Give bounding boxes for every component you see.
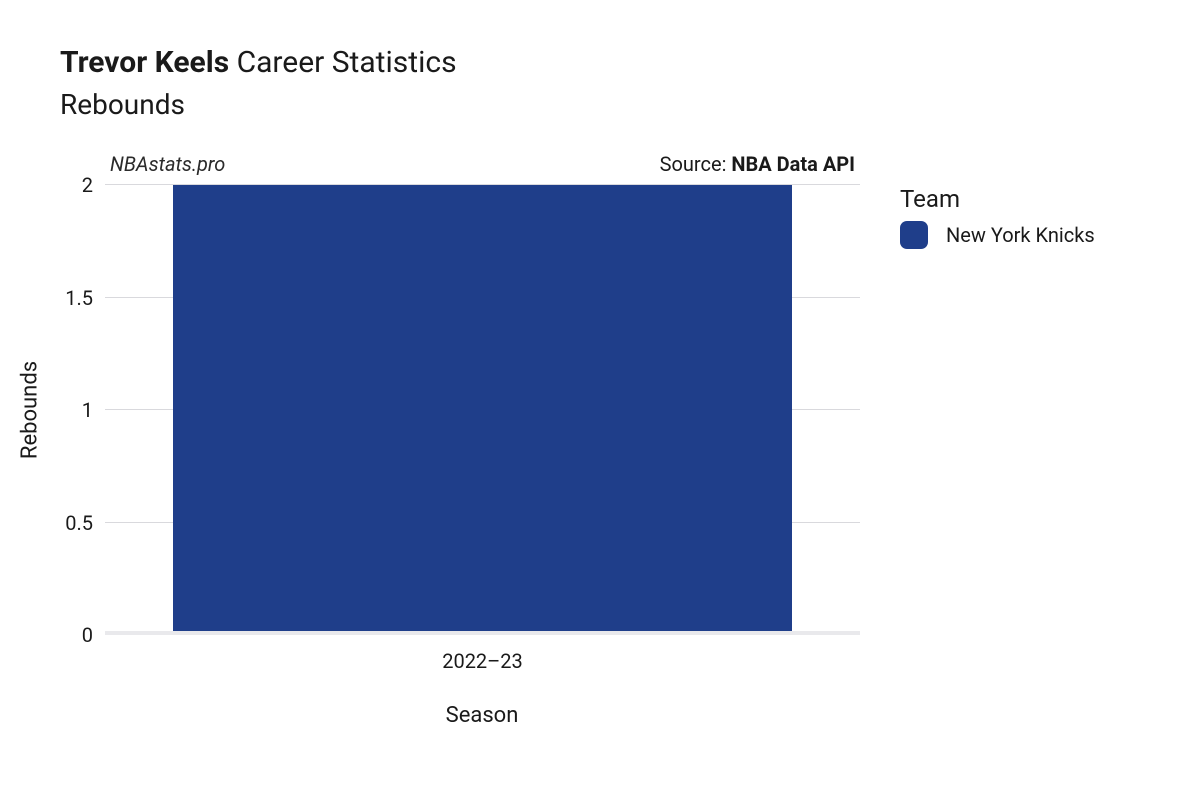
legend: Team New York Knicks — [900, 185, 1095, 249]
y-tick-label: 2 — [82, 173, 105, 197]
legend-title: Team — [900, 185, 1095, 213]
y-tick-label: 0 — [82, 623, 105, 647]
legend-swatch — [900, 221, 928, 249]
x-tick-label: 2022–23 — [442, 635, 523, 673]
page-root: Trevor Keels Career Statistics Rebounds … — [0, 0, 1200, 800]
chart-title-bold: Trevor Keels — [60, 45, 229, 80]
y-axis-title: Rebounds — [18, 361, 43, 459]
x-axis-title: Season — [446, 703, 519, 728]
bar — [173, 185, 792, 631]
chart-title-line1: Trevor Keels Career Statistics — [60, 46, 457, 79]
legend-item: New York Knicks — [900, 221, 1095, 249]
legend-item-label: New York Knicks — [946, 223, 1095, 247]
watermark-text: NBAstats.pro — [110, 152, 225, 176]
y-tick-label: 0.5 — [65, 511, 105, 535]
chart-title-rest-text: Career Statistics — [237, 45, 457, 80]
chart-plot-area: 00.511.522022–23 — [105, 185, 860, 635]
y-tick-label: 1 — [82, 398, 105, 422]
source-name: NBA Data API — [731, 152, 855, 176]
source-attribution: Source: NBA Data API — [660, 152, 855, 176]
source-prefix: Source: — [660, 152, 732, 176]
y-tick-label: 1.5 — [65, 286, 105, 310]
chart-subtitle: Rebounds — [60, 88, 185, 121]
